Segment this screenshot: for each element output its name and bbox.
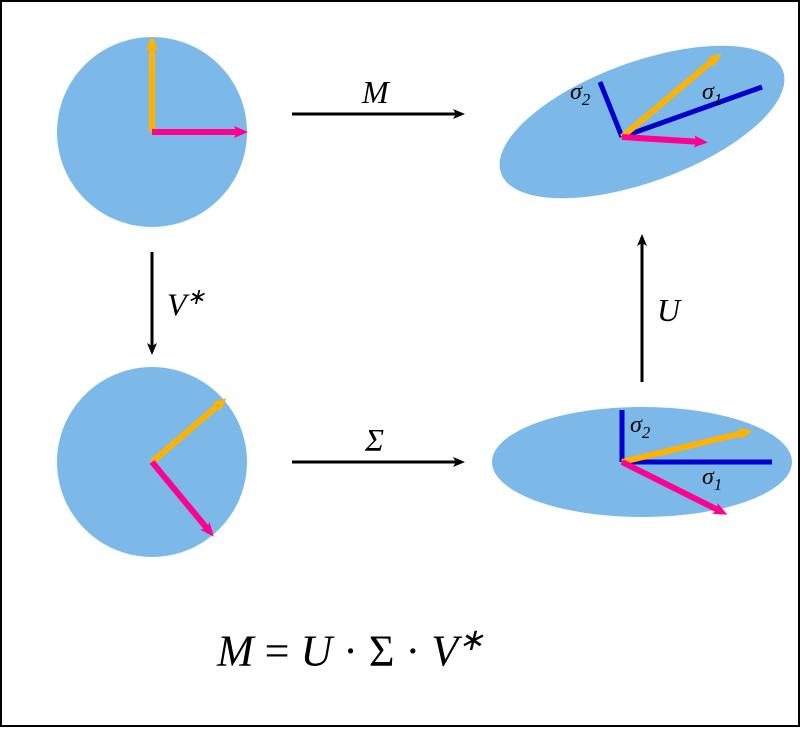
label-sigma2-tr: σ2 (570, 79, 590, 110)
svd-equation: M = U · Σ · V∗ (217, 622, 484, 677)
label-u: U (657, 292, 680, 329)
label-sigma1-br: σ1 (702, 464, 722, 495)
label-vstar: V∗ (167, 284, 205, 324)
label-sigma1-tr: σ1 (702, 79, 722, 110)
svd-diagram (2, 2, 800, 729)
label-sigma: Σ (365, 422, 384, 459)
label-sigma2-br: σ2 (630, 412, 650, 443)
label-m: M (362, 74, 389, 111)
